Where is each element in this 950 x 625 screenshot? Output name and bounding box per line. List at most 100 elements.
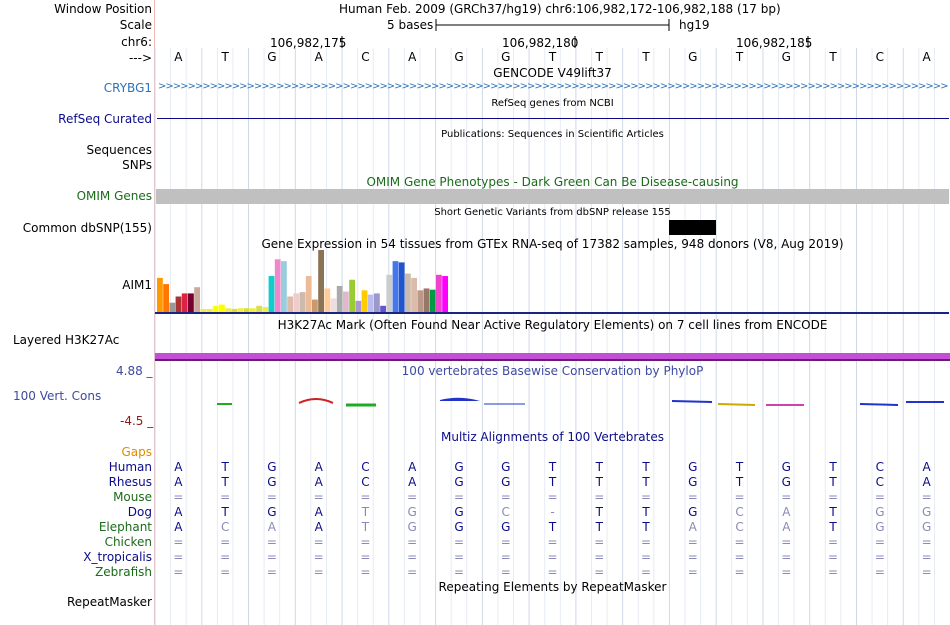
gtex-tissue-bar[interactable] — [392, 261, 399, 312]
gtex-tissue-bar[interactable] — [293, 293, 300, 312]
alignment-base: T — [595, 475, 603, 489]
gtex-tissue-bar[interactable] — [324, 288, 331, 312]
alignment-base: G — [407, 505, 417, 519]
gtex-tissue-bar[interactable] — [188, 293, 194, 312]
h3k27-signal-band[interactable] — [155, 353, 950, 359]
species-label[interactable]: Human — [108, 460, 152, 474]
gtex-tissue-bar[interactable] — [429, 289, 436, 312]
gtex-tissue-bar[interactable] — [417, 290, 424, 312]
gtex-tissue-bar[interactable] — [367, 294, 374, 312]
gtex-tissue-bar[interactable] — [200, 308, 207, 312]
alignment-base: - — [550, 505, 555, 519]
gtex-tissue-bar[interactable] — [436, 274, 442, 312]
gtex-tissue-bar[interactable] — [442, 276, 448, 312]
alignment-base: = — [687, 550, 698, 564]
snps-track-label[interactable]: SNPs — [122, 158, 152, 172]
alignment-base: G — [407, 520, 417, 534]
gtex-tissue-bar[interactable] — [343, 291, 349, 312]
reference-base: G — [781, 50, 791, 64]
gtex-tissue-bar[interactable] — [380, 305, 386, 312]
gtex-tissue-bar[interactable] — [318, 250, 324, 312]
gtex-tissue-bar[interactable] — [281, 261, 287, 312]
alignment-base: = — [453, 535, 464, 549]
gtex-track-title: Gene Expression in 54 tissues from GTEx … — [261, 237, 844, 251]
species-label[interactable]: Mouse — [113, 490, 152, 504]
alignment-base: G — [781, 460, 791, 474]
gtex-tissue-bar[interactable] — [268, 276, 275, 312]
gtex-tissue-bar[interactable] — [181, 293, 188, 312]
gtex-tissue-bar[interactable] — [157, 277, 163, 312]
gtex-tissue-bar[interactable] — [299, 292, 306, 312]
gtex-tissue-bar[interactable] — [349, 279, 355, 312]
cons-chart[interactable] — [0, 390, 950, 420]
gtex-tissue-bar[interactable] — [163, 284, 169, 312]
gtex-tissue-bar[interactable] — [423, 288, 430, 312]
alignment-base: = — [266, 565, 277, 579]
gtex-tissue-bar[interactable] — [262, 307, 269, 312]
alignment-base: T — [735, 460, 744, 474]
gtex-tissue-bar[interactable] — [374, 293, 380, 312]
gtex-tissue-bar[interactable] — [361, 290, 368, 312]
dbsnp-track-label[interactable]: Common dbSNP(155) — [22, 221, 152, 235]
gtex-tissue-bar[interactable] — [405, 273, 411, 312]
pubs-track-label[interactable]: Sequences — [86, 143, 152, 157]
alignment-base: = — [734, 535, 745, 549]
species-label[interactable]: Rhesus — [108, 475, 152, 489]
alignment-base: G — [921, 505, 932, 519]
gtex-tissue-bar[interactable] — [411, 277, 417, 312]
gtex-tissue-bar[interactable] — [330, 298, 337, 312]
species-label[interactable]: X_tropicalis — [83, 550, 152, 564]
species-label[interactable]: Zebrafish — [95, 565, 152, 579]
alignment-base: T — [361, 520, 370, 534]
alignment-base: A — [174, 460, 183, 474]
gtex-tissue-bar[interactable] — [175, 296, 182, 313]
cons-track-label[interactable]: 100 Vert. Cons — [13, 389, 102, 403]
window-position-label: Window Position — [54, 2, 152, 16]
gtex-track-label[interactable]: AIM1 — [122, 278, 152, 292]
gtex-tissue-bar[interactable] — [225, 308, 231, 312]
species-label[interactable]: Chicken — [104, 535, 152, 549]
reference-base: A — [408, 50, 417, 64]
alignment-base: = — [828, 490, 839, 504]
gencode-gene-arrows[interactable]: >>>>>>>>>>>>>>>>>>>>>>>>>>>>>>>>>>>>>>>>… — [158, 81, 948, 92]
gtex-tissue-bar[interactable] — [194, 287, 200, 312]
gtex-tissue-bar[interactable] — [256, 305, 262, 312]
refseq-gene-line[interactable] — [157, 118, 949, 119]
alignment-base: = — [500, 565, 511, 579]
window-position-value: Human Feb. 2009 (GRCh37/hg19) chr6:106,9… — [339, 2, 781, 16]
alignment-base: = — [173, 490, 184, 504]
strand-label: ---> — [128, 51, 152, 65]
species-label[interactable]: Elephant — [98, 520, 152, 534]
gtex-tissue-bar[interactable] — [287, 296, 293, 313]
alignment-base: = — [781, 490, 792, 504]
gtex-tissue-bar[interactable] — [212, 305, 219, 312]
gtex-tissue-bar[interactable] — [237, 308, 244, 312]
omim-track-label[interactable]: OMIM Genes — [76, 189, 152, 203]
gtex-tissue-bar[interactable] — [219, 304, 225, 312]
refseq-track-label[interactable]: RefSeq Curated — [58, 112, 152, 126]
gencode-track-label[interactable]: CRYBG1 — [103, 81, 152, 95]
gtex-tissue-bar[interactable] — [231, 308, 238, 312]
alignment-base: = — [687, 490, 698, 504]
gtex-tissue-bar[interactable] — [305, 276, 312, 312]
gtex-tissue-bar[interactable] — [355, 300, 362, 312]
h3k27-track-label[interactable]: Layered H3K27Ac — [13, 333, 120, 347]
gtex-chart[interactable] — [0, 248, 950, 318]
gtex-tissue-bar[interactable] — [312, 299, 318, 312]
gtex-tissue-bar[interactable] — [274, 259, 281, 312]
alignment-base: A — [174, 520, 183, 534]
gtex-tissue-bar[interactable] — [169, 302, 176, 312]
omim-gene-bar[interactable] — [156, 189, 949, 204]
gtex-tissue-bar[interactable] — [250, 308, 256, 312]
gtex-tissue-bar[interactable] — [243, 308, 250, 312]
species-label[interactable]: Dog — [127, 505, 152, 519]
repeatmasker-track-label[interactable]: RepeatMasker — [66, 595, 152, 609]
gtex-tissue-bar[interactable] — [206, 308, 213, 312]
gtex-tissue-bar[interactable] — [386, 274, 393, 312]
scale-label: Scale — [119, 18, 152, 32]
alignment-base: A — [267, 520, 277, 534]
dbsnp-variant[interactable] — [669, 220, 716, 235]
gtex-tissue-bar[interactable] — [398, 262, 405, 312]
gtex-tissue-bar[interactable] — [336, 285, 343, 312]
alignment-base: = — [640, 550, 652, 564]
